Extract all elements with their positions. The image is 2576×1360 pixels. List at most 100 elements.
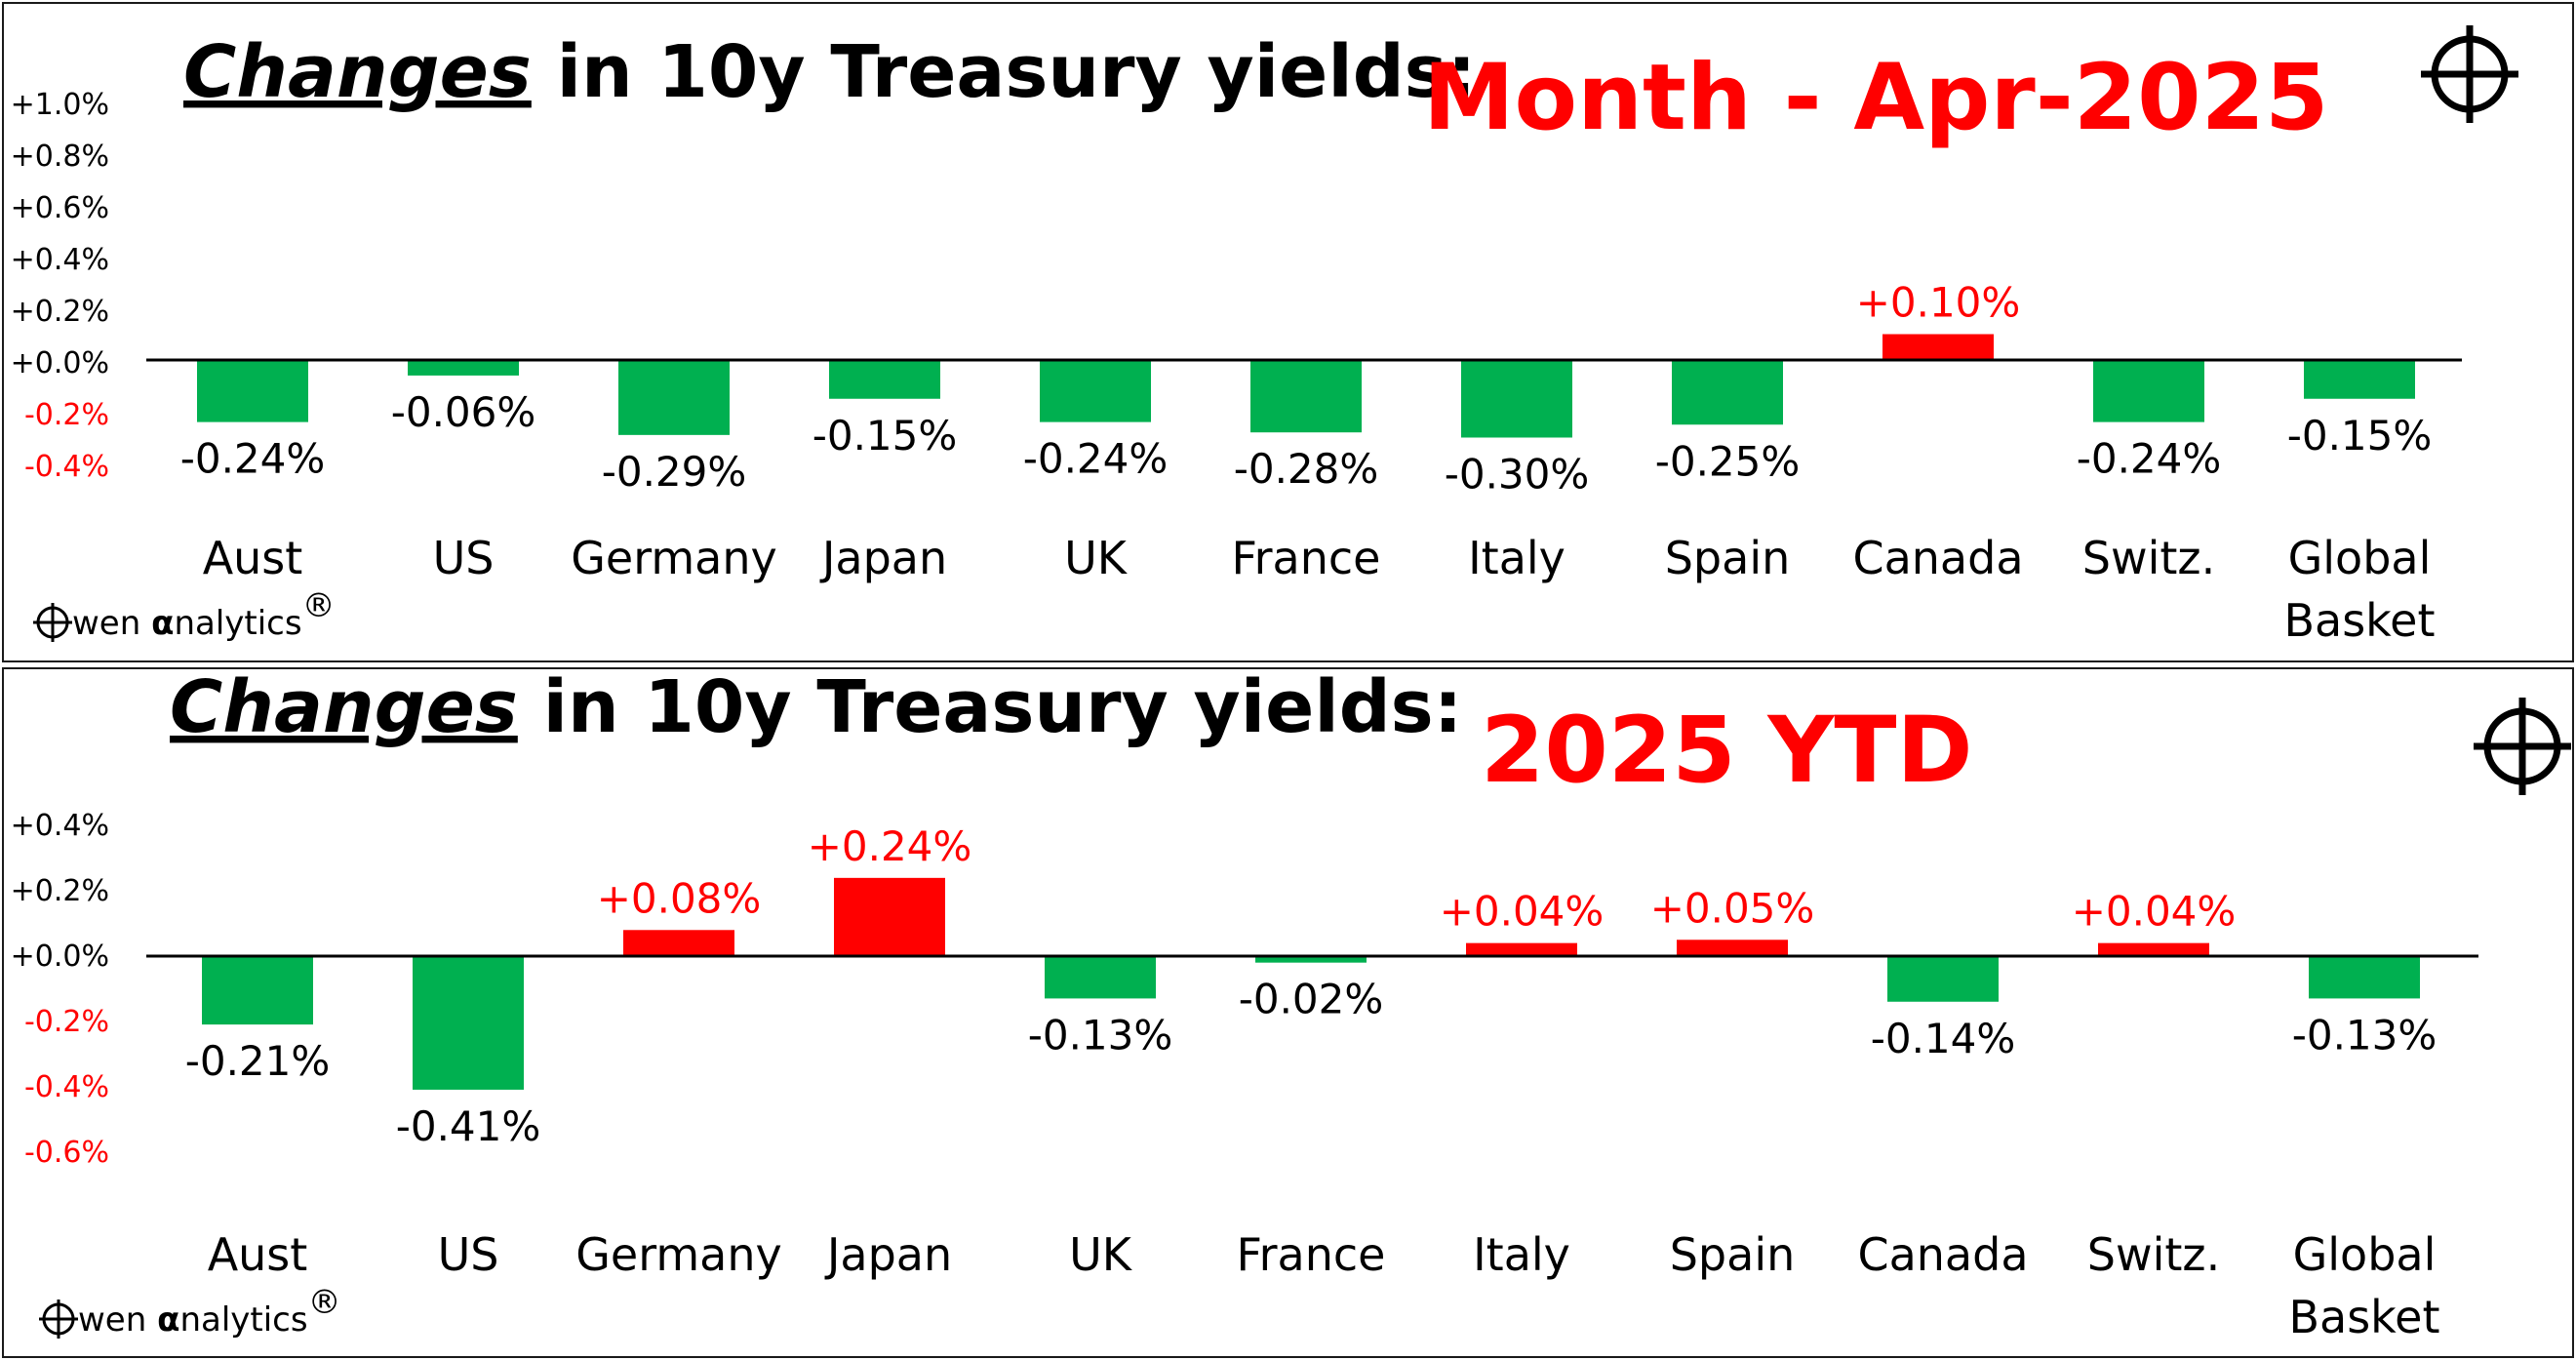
bar <box>829 360 940 399</box>
bar-value-label: +0.04% <box>2072 888 2237 936</box>
y-tick-label: +1.0% <box>11 88 109 122</box>
category-label: Spain <box>1665 532 1791 584</box>
bar-value-label: -0.15% <box>2287 412 2433 460</box>
category-label: Spain <box>1670 1228 1796 1281</box>
crosshair-icon <box>33 603 72 642</box>
bar-value-label: -0.15% <box>812 412 958 460</box>
chart-title: Changes in 10y Treasury yields: <box>183 30 1476 114</box>
bar-value-label: -0.41% <box>396 1102 541 1150</box>
category-labels: Aust US Germany Japan UK France Italy Spain Cana… <box>203 532 2436 647</box>
bar <box>2309 956 2420 999</box>
bar-value-label: +0.10% <box>1856 279 2021 327</box>
category-label: Switz. <box>2082 532 2215 584</box>
category-label: Basket <box>2288 1291 2439 1343</box>
bar <box>1250 360 1362 433</box>
bar <box>202 956 313 1025</box>
category-label: Aust <box>208 1228 308 1281</box>
bar-value-label: +0.08% <box>597 874 762 922</box>
category-label: US <box>433 532 495 584</box>
chart-title-emph: Changes <box>170 669 518 749</box>
chart-month-svg: Changes in 10y Treasury yields: Month - … <box>11 25 2518 647</box>
category-label: Canada <box>1852 532 2023 584</box>
bar-value-label: -0.02% <box>1239 976 1384 1023</box>
category-label: Germany <box>575 1228 781 1281</box>
chart-period: Month - Apr-2025 <box>1423 45 2328 151</box>
chart-title-rest: in 10y Treasury yields: <box>518 669 1463 749</box>
bar-value-label: -0.21% <box>185 1037 331 1085</box>
bar-value-label: -0.13% <box>2292 1011 2437 1059</box>
brand-logo: wen αnalytics® <box>33 586 336 643</box>
bar-value-label: -0.13% <box>1028 1011 1173 1059</box>
chart-title-emph: Changes <box>183 30 532 114</box>
bar-value-label: -0.28% <box>1234 445 1379 493</box>
y-tick-label: +0.2% <box>11 874 109 908</box>
y-tick-label: +0.8% <box>11 140 109 174</box>
bar <box>618 360 730 435</box>
chart-ytd-svg: Changes in 10y Treasury yields: 2025 YTD… <box>11 669 2571 1343</box>
category-label: US <box>438 1228 499 1281</box>
y-tick-label: -0.4% <box>24 450 109 484</box>
bar <box>1466 942 1577 956</box>
bar <box>1040 360 1151 422</box>
category-label: UK <box>1064 532 1129 584</box>
y-tick-label: +0.4% <box>11 243 109 277</box>
bar <box>1255 956 1367 963</box>
bars <box>202 877 2420 1090</box>
chart-panel-month: Changes in 10y Treasury yields: Month - … <box>2 2 2574 662</box>
crosshair-icon <box>2421 25 2518 123</box>
y-tick-label: +0.0% <box>11 346 109 380</box>
chart-title: Changes in 10y Treasury yields: <box>170 669 1462 749</box>
category-label: Switz. <box>2087 1228 2220 1281</box>
category-label: Basket <box>2283 594 2435 647</box>
bar-value-label: -0.14% <box>1871 1015 2016 1062</box>
category-label: Japan <box>824 1228 952 1281</box>
bar <box>1887 956 1999 1002</box>
bar <box>1882 334 1994 360</box>
y-tick-label: -0.4% <box>24 1070 109 1104</box>
bar <box>408 360 519 376</box>
bar-value-label: -0.24% <box>1023 435 1169 483</box>
category-label: Global <box>2293 1228 2437 1281</box>
crosshair-icon <box>2474 698 2571 795</box>
chart-period: 2025 YTD <box>1481 698 1973 804</box>
bar-value-label: -0.24% <box>180 435 326 483</box>
bar-value-label: -0.29% <box>602 448 747 496</box>
bar-value-label: -0.25% <box>1655 437 1801 485</box>
y-tick-label: +0.6% <box>11 191 109 225</box>
y-axis-ticks: +1.0% +0.8% +0.6% +0.4% +0.2% +0.0% -0.2% -0.4% <box>11 88 109 484</box>
bar <box>197 360 308 422</box>
bar <box>2304 360 2415 399</box>
category-label: France <box>1237 1228 1386 1281</box>
bar <box>1677 940 1788 956</box>
y-tick-label: +0.4% <box>11 809 109 843</box>
brand-name: wen αnalytics® <box>72 586 336 643</box>
y-axis-ticks: +0.4% +0.2% +0.0% -0.2% -0.4% -0.6% <box>11 809 109 1170</box>
bar-value-label: -0.30% <box>1445 451 1590 499</box>
bar-value-label: +0.05% <box>1650 884 1815 932</box>
category-label: Japan <box>819 532 947 584</box>
chart-panel-ytd: Changes in 10y Treasury yields: 2025 YTD… <box>2 667 2574 1358</box>
y-tick-label: -0.6% <box>24 1136 109 1170</box>
category-label: Germany <box>571 532 776 584</box>
bar <box>2093 360 2204 422</box>
chart-title-rest: in 10y Treasury yields: <box>532 30 1477 114</box>
y-tick-label: -0.2% <box>24 398 109 432</box>
bar <box>413 956 524 1090</box>
bars <box>197 334 2415 438</box>
bar-value-label: +0.24% <box>808 822 972 870</box>
category-label: UK <box>1069 1228 1133 1281</box>
y-tick-label: +0.0% <box>11 940 109 974</box>
y-tick-label: +0.2% <box>11 295 109 329</box>
category-labels: Aust US Germany Japan UK France Italy Spain Cana… <box>208 1228 2440 1343</box>
value-labels: -0.21% -0.41% +0.08% +0.24% -0.13% -0.02% +0.0… <box>185 822 2437 1150</box>
brand-logo: wen αnalytics® <box>39 1283 341 1340</box>
category-label: Global <box>2288 532 2432 584</box>
bar-value-label: +0.04% <box>1440 888 1605 936</box>
bar <box>623 930 734 956</box>
category-label: Italy <box>1473 1228 1570 1281</box>
bar <box>834 877 945 956</box>
bar <box>2098 942 2209 956</box>
brand-name: wen αnalytics® <box>78 1283 341 1340</box>
bar <box>1045 956 1156 999</box>
category-label: Italy <box>1468 532 1565 584</box>
